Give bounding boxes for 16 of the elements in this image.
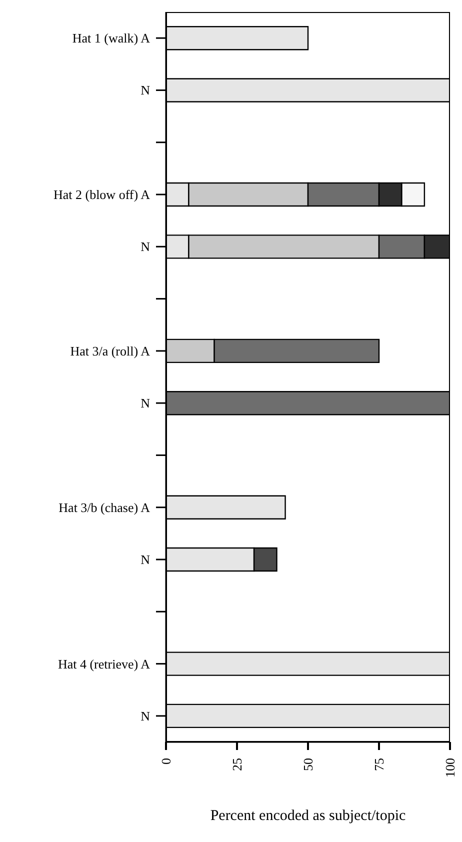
y-tick-label: Hat 3/b (chase) A (58, 500, 151, 515)
y-tick-label: Hat 4 (retrieve) A (58, 656, 151, 672)
y-tick-label: N (140, 708, 151, 724)
x-tick-label: 25 (230, 758, 244, 771)
y-tick-label: Hat 3/a (roll) A (70, 343, 151, 358)
y-tick-label: Hat 1 (walk) A (72, 30, 151, 46)
x-tick-label: 50 (300, 758, 316, 771)
x-axis-title: Percent encoded as subject/topic (209, 808, 407, 825)
y-tick-label: N (140, 396, 151, 411)
y-tick-label: N (140, 552, 151, 567)
y-tick-label: N (140, 82, 151, 98)
x-tick-label: 75 (372, 758, 386, 771)
x-tick-label: 100 (442, 758, 458, 778)
y-tick-label: N (140, 239, 151, 254)
x-tick-label: 0 (158, 758, 174, 764)
y-tick-label: Hat 2 (blow off) A (53, 187, 151, 202)
